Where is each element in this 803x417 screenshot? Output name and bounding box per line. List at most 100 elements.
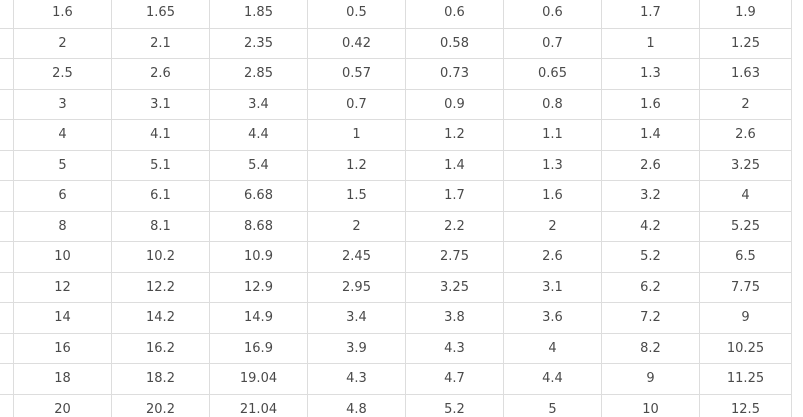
table-cell: 5.1 bbox=[111, 149, 210, 181]
table-cell: 4 bbox=[13, 119, 112, 151]
table-cell: 8 bbox=[13, 210, 112, 242]
table-cell: 16.9 bbox=[209, 332, 308, 364]
table-cell: 2.85 bbox=[209, 58, 308, 90]
table-cell: 3.2 bbox=[601, 180, 700, 212]
table-cell: 1.6 bbox=[601, 88, 700, 120]
table-cell: 10.2 bbox=[111, 241, 210, 273]
table-cell: 1.63 bbox=[699, 58, 792, 90]
table-cell: 3.25 bbox=[405, 271, 504, 303]
table-cell: 9 bbox=[601, 363, 700, 395]
table-cell: 1.4 bbox=[601, 119, 700, 151]
table-cell: 1.2 bbox=[405, 119, 504, 151]
table-cell: 0.57 bbox=[307, 58, 406, 90]
table-cell: 6.5 bbox=[699, 241, 792, 273]
table-cell: 3.4 bbox=[209, 88, 308, 120]
table-cell: 2.6 bbox=[503, 241, 602, 273]
table-cell: 2.45 bbox=[307, 241, 406, 273]
table-cell: 3 bbox=[13, 88, 112, 120]
table-cell: 4.4 bbox=[503, 363, 602, 395]
table-cell-clipped bbox=[0, 149, 14, 181]
table-row: 18 18.2 19.04 4.3 4.7 4.4 9 11.25 bbox=[0, 363, 792, 395]
table-cell: 0.9 bbox=[405, 88, 504, 120]
table-cell: 1.3 bbox=[503, 149, 602, 181]
table-row: 4 4.1 4.4 1 1.2 1.1 1.4 2.6 bbox=[0, 119, 792, 151]
table-cell: 0.8 bbox=[503, 88, 602, 120]
table-cell: 14.2 bbox=[111, 302, 210, 334]
table-cell: 3.4 bbox=[307, 302, 406, 334]
table-cell: 3.9 bbox=[307, 332, 406, 364]
table-row: 14 14.2 14.9 3.4 3.8 3.6 7.2 9 bbox=[0, 302, 792, 334]
table-cell: 1.65 bbox=[111, 0, 210, 29]
table-cell-clipped bbox=[0, 241, 14, 273]
table-cell: 1.7 bbox=[601, 0, 700, 29]
table-cell: 21.04 bbox=[209, 393, 308, 417]
table-cell: 5.2 bbox=[601, 241, 700, 273]
table-row: 8 8.1 8.68 2 2.2 2 4.2 5.25 bbox=[0, 210, 792, 242]
table-cell-clipped bbox=[0, 27, 14, 59]
table-cell: 5.2 bbox=[405, 393, 504, 417]
table-cell: 1.5 bbox=[307, 180, 406, 212]
table-cell: 12.5 bbox=[699, 393, 792, 417]
table-cell-clipped bbox=[0, 332, 14, 364]
table-cell: 16.2 bbox=[111, 332, 210, 364]
table-cell: 6.2 bbox=[601, 271, 700, 303]
table-cell: 1.85 bbox=[209, 0, 308, 29]
table-cell: 2.35 bbox=[209, 27, 308, 59]
table-row: 2 2.1 2.35 0.42 0.58 0.7 1 1.25 bbox=[0, 27, 792, 59]
table-cell: 2.6 bbox=[699, 119, 792, 151]
table-cell: 0.5 bbox=[307, 0, 406, 29]
table-cell: 2.75 bbox=[405, 241, 504, 273]
table-cell: 14 bbox=[13, 302, 112, 334]
table-cell-clipped bbox=[0, 271, 14, 303]
table-cell: 5 bbox=[13, 149, 112, 181]
table-cell: 10 bbox=[601, 393, 700, 417]
table-row: 20 20.2 21.04 4.8 5.2 5 10 12.5 bbox=[0, 393, 792, 417]
table-cell: 2 bbox=[699, 88, 792, 120]
table-row: 10 10.2 10.9 2.45 2.75 2.6 5.2 6.5 bbox=[0, 241, 792, 273]
table-cell: 10 bbox=[13, 241, 112, 273]
table-cell: 10.25 bbox=[699, 332, 792, 364]
table-cell: 4 bbox=[503, 332, 602, 364]
table-cell: 0.7 bbox=[307, 88, 406, 120]
table-cell: 2 bbox=[307, 210, 406, 242]
table-cell-clipped bbox=[0, 180, 14, 212]
table-cell: 18.2 bbox=[111, 363, 210, 395]
table-cell: 1.6 bbox=[503, 180, 602, 212]
table-cell: 18 bbox=[13, 363, 112, 395]
table-cell: 3.8 bbox=[405, 302, 504, 334]
table-cell: 7.2 bbox=[601, 302, 700, 334]
table-cell: 0.65 bbox=[503, 58, 602, 90]
table-cell-clipped bbox=[0, 88, 14, 120]
table-cell: 6.1 bbox=[111, 180, 210, 212]
table-cell: 12 bbox=[13, 271, 112, 303]
table-cell: 4.7 bbox=[405, 363, 504, 395]
table-cell: 4.4 bbox=[209, 119, 308, 151]
table-cell: 4.3 bbox=[307, 363, 406, 395]
table-cell: 4 bbox=[699, 180, 792, 212]
table-cell-clipped bbox=[0, 302, 14, 334]
table-cell: 0.7 bbox=[503, 27, 602, 59]
table-row: 1.6 1.65 1.85 0.5 0.6 0.6 1.7 1.9 bbox=[0, 0, 792, 29]
table-cell-clipped bbox=[0, 58, 14, 90]
table-cell: 20.2 bbox=[111, 393, 210, 417]
table-cell-clipped bbox=[0, 0, 14, 29]
table-cell: 1.9 bbox=[699, 0, 792, 29]
table-cell-clipped bbox=[0, 210, 14, 242]
table-cell: 12.9 bbox=[209, 271, 308, 303]
table-cell: 9 bbox=[699, 302, 792, 334]
table-cell: 8.68 bbox=[209, 210, 308, 242]
table-cell: 5 bbox=[503, 393, 602, 417]
table-cell: 7.75 bbox=[699, 271, 792, 303]
table-cell: 14.9 bbox=[209, 302, 308, 334]
table-cell: 0.73 bbox=[405, 58, 504, 90]
table-cell: 1 bbox=[601, 27, 700, 59]
table-cell: 5.4 bbox=[209, 149, 308, 181]
table-cell: 4.3 bbox=[405, 332, 504, 364]
table-cell: 2.95 bbox=[307, 271, 406, 303]
table-cell: 2 bbox=[13, 27, 112, 59]
table-cell: 1 bbox=[307, 119, 406, 151]
